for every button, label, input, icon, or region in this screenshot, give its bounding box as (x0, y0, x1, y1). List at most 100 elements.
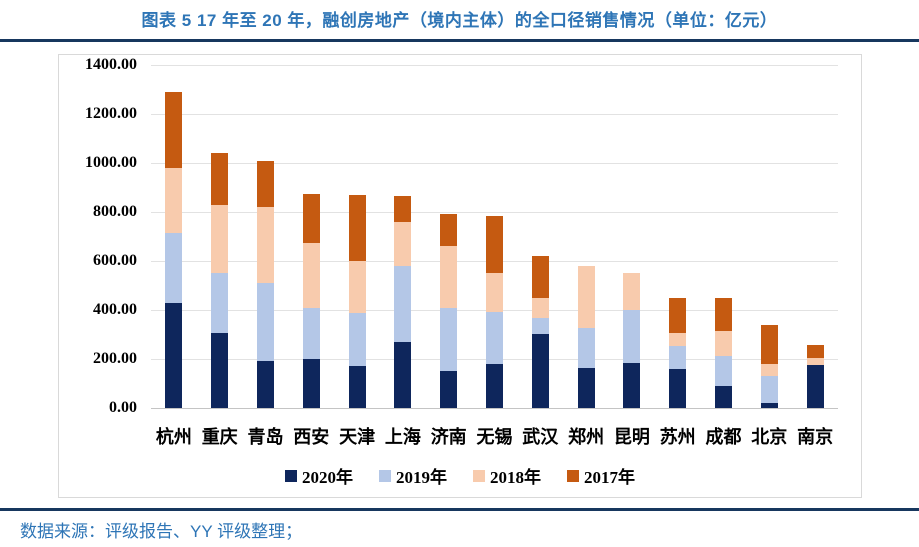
bar-segment-成都-2019年 (715, 356, 732, 387)
bar-segment-无锡-2019年 (486, 312, 503, 364)
bar-segment-苏州-2019年 (669, 346, 687, 369)
figure-title: 图表 5 17 年至 20 年，融创房地产（境内主体）的全口径销售情况（单位：亿… (141, 11, 778, 30)
bar-segment-西安-2019年 (302, 308, 320, 359)
bar-segment-天津-2019年 (348, 313, 366, 366)
bar-segment-北京-2019年 (760, 376, 778, 403)
legend-item-2018年: 2018年 (473, 463, 541, 488)
bar-segment-济南-2018年 (440, 246, 458, 308)
bar-segment-上海-2018年 (394, 222, 412, 267)
legend-item-2019年: 2019年 (379, 463, 447, 488)
legend-swatch-icon (379, 469, 391, 482)
bar-segment-成都-2018年 (715, 331, 732, 357)
bar-segment-郑州-2020年 (577, 368, 595, 408)
bar-segment-南京-2017年 (806, 344, 824, 358)
x-axis-label-无锡: 无锡 (476, 427, 513, 447)
legend-swatch-icon (473, 469, 485, 482)
legend-item-2020年: 2020年 (285, 463, 353, 488)
bar-segment-天津-2018年 (348, 261, 366, 314)
x-axis-label-苏州: 苏州 (659, 427, 696, 447)
x-axis-label-青岛: 青岛 (247, 427, 284, 447)
gridline (151, 114, 838, 115)
x-axis-label-郑州: 郑州 (568, 427, 605, 447)
bar-segment-苏州-2018年 (669, 333, 687, 346)
bar-segment-西安-2018年 (302, 242, 320, 309)
y-axis-label: 400.00 (93, 301, 137, 318)
bar-segment-北京-2017年 (760, 325, 778, 365)
bar-segment-昆明-2018年 (623, 273, 641, 310)
bar-segment-上海-2019年 (394, 266, 412, 342)
chart-legend: 2020年 2019年 2018年 2017年 (59, 463, 861, 488)
bar-segment-南京-2018年 (806, 358, 824, 366)
y-axis-label: 1400.00 (85, 56, 137, 73)
bar-segment-成都-2017年 (715, 298, 732, 332)
bar-segment-济南-2020年 (440, 370, 458, 408)
bar-segment-苏州-2020年 (669, 368, 687, 408)
bar-segment-济南-2019年 (440, 307, 458, 371)
x-axis-line (151, 408, 838, 409)
y-axis-label: 600.00 (93, 252, 137, 269)
bar-segment-天津-2017年 (348, 195, 366, 261)
bar-segment-重庆-2020年 (211, 333, 229, 408)
x-axis-label-昆明: 昆明 (613, 427, 650, 447)
legend-swatch-icon (567, 469, 579, 482)
x-axis-label-重庆: 重庆 (201, 427, 238, 447)
bar-segment-北京-2018年 (760, 364, 778, 377)
bar-segment-青岛-2019年 (257, 283, 274, 361)
bar-segment-重庆-2019年 (211, 273, 229, 334)
bar-segment-郑州-2018年 (577, 265, 595, 328)
x-axis-label-西安: 西安 (293, 427, 330, 447)
bar-segment-武汉-2019年 (531, 317, 549, 334)
bar-segment-上海-2017年 (394, 196, 412, 223)
bar-segment-济南-2017年 (440, 214, 458, 247)
bar-segment-武汉-2017年 (531, 256, 549, 299)
legend-label: 2020年 (302, 468, 353, 487)
source-note: 数据来源：评级报告、YY 评级整理； (20, 522, 303, 541)
bar-segment-上海-2020年 (394, 341, 412, 408)
x-axis-label-上海: 上海 (384, 427, 421, 447)
legend-swatch-icon (285, 469, 297, 482)
bar-segment-重庆-2018年 (211, 205, 229, 274)
x-axis-label-济南: 济南 (430, 427, 467, 447)
y-axis-label: 800.00 (93, 203, 137, 220)
bar-segment-无锡-2020年 (486, 363, 503, 408)
bar-segment-青岛-2018年 (257, 206, 274, 284)
bar-segment-杭州-2017年 (165, 91, 183, 168)
bar-segment-西安-2017年 (302, 193, 320, 243)
chart-area: 0.00 200.00 400.00 600.00 800.00 1000.00 1200.… (58, 54, 862, 498)
legend-item-2017年: 2017年 (567, 463, 635, 488)
y-axis-label: 1000.00 (85, 154, 137, 171)
bar-segment-天津-2020年 (348, 365, 366, 408)
bar-segment-苏州-2017年 (669, 297, 687, 334)
x-axis-label-南京: 南京 (797, 427, 834, 447)
bar-segment-杭州-2019年 (165, 232, 183, 303)
legend-label: 2019年 (396, 468, 447, 487)
bar-segment-武汉-2020年 (531, 333, 549, 408)
bar-segment-无锡-2018年 (486, 273, 503, 313)
bar-segment-昆明-2019年 (623, 310, 641, 364)
gridline (151, 212, 838, 213)
y-axis-label: 0.00 (109, 399, 137, 416)
gridline (151, 163, 838, 164)
x-axis-label-成都: 成都 (705, 427, 742, 447)
footer-divider (0, 508, 919, 511)
title-divider (0, 39, 919, 42)
bar-segment-北京-2020年 (760, 402, 778, 408)
x-axis-label-杭州: 杭州 (155, 427, 192, 447)
bar-segment-无锡-2017年 (486, 215, 503, 274)
legend-label: 2017年 (584, 468, 635, 487)
bar-segment-郑州-2019年 (577, 327, 595, 369)
bar-segment-武汉-2018年 (531, 298, 549, 318)
bar-segment-杭州-2020年 (165, 302, 183, 408)
x-axis-label-天津: 天津 (339, 427, 376, 447)
bar-segment-青岛-2017年 (257, 160, 274, 207)
bar-segment-青岛-2020年 (257, 360, 274, 408)
x-axis-label-北京: 北京 (751, 427, 788, 447)
bar-segment-西安-2020年 (302, 359, 320, 408)
plot-area: 0.00 200.00 400.00 600.00 800.00 1000.00 1200.… (59, 55, 861, 497)
bar-segment-成都-2020年 (715, 386, 732, 408)
bar-segment-南京-2020年 (806, 365, 824, 408)
legend-label: 2018年 (490, 468, 541, 487)
bar-segment-昆明-2020年 (623, 363, 641, 408)
x-axis-label-武汉: 武汉 (522, 427, 559, 447)
y-axis-label: 200.00 (93, 350, 137, 367)
